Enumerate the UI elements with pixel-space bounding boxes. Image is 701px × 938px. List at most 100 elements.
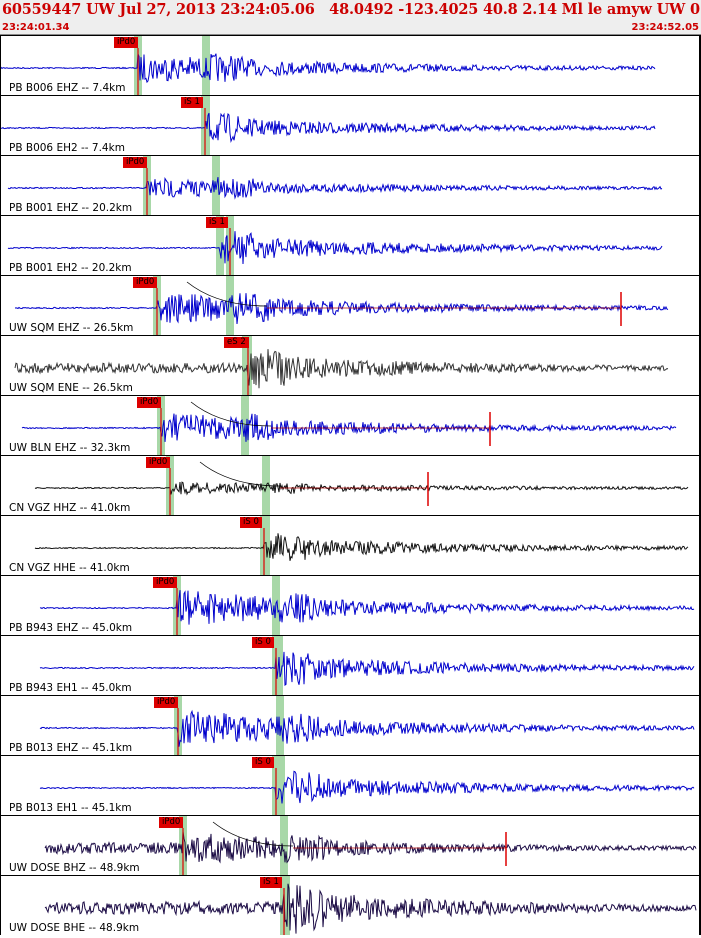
pick-label[interactable]: iS 0: [252, 757, 274, 768]
waveform-trace: [39, 770, 695, 804]
track-left-edge: [0, 276, 1, 335]
track-right-edge: [699, 816, 701, 875]
waveform-plot: [14, 336, 669, 395]
track-left-edge: [0, 396, 1, 455]
pick-label[interactable]: iPd0: [153, 577, 178, 588]
track-left-edge: [0, 96, 1, 155]
waveform-trace: [0, 112, 656, 143]
s-arrival-band: [242, 336, 250, 395]
seismogram-track[interactable]: iPd0 PB B013 EHZ -- 45.1km: [0, 695, 701, 755]
seismogram-track[interactable]: iS 0 CN VGZ HHE -- 41.0km: [0, 515, 701, 575]
track-right-edge: [699, 756, 701, 815]
station-label: UW SQM ENE -- 26.5km: [9, 382, 133, 394]
pick-label[interactable]: iPd0: [114, 37, 139, 48]
track-left-edge: [0, 456, 1, 515]
waveform-trace: [34, 533, 689, 561]
track-right-edge: [699, 576, 701, 635]
seismogram-track[interactable]: iPd0 UW DOSE BHZ -- 48.9km: [0, 815, 701, 875]
s-arrival-band: [226, 276, 234, 335]
track-right-edge: [699, 516, 701, 575]
track-left-edge: [0, 36, 1, 95]
station-label: UW DOSE BHZ -- 48.9km: [9, 862, 140, 874]
waveform-trace: [14, 349, 669, 389]
waveform-plot: [39, 696, 695, 755]
seismogram-track[interactable]: iPd0 CN VGZ HHZ -- 41.0km: [0, 455, 701, 515]
waveform-plot: [21, 396, 677, 455]
track-left-edge: [0, 756, 1, 815]
pick-label[interactable]: iS 1: [206, 217, 228, 228]
event-title: 60559447 UW Jul 27, 2013 23:24:05.06 48.…: [2, 1, 701, 18]
coda-decay-curve: [186, 281, 268, 307]
seismogram-track[interactable]: iS 1 PB B006 EH2 -- 7.4km: [0, 95, 701, 155]
waveform-trace: [21, 413, 677, 442]
pick-label[interactable]: iPd0: [133, 277, 158, 288]
pick-label[interactable]: iS 0: [240, 517, 262, 528]
track-right-edge: [699, 216, 701, 275]
station-label: PB B013 EH1 -- 45.1km: [9, 802, 132, 814]
station-label: PB B006 EH2 -- 7.4km: [9, 142, 125, 154]
pick-label[interactable]: iPd0: [137, 397, 162, 408]
event-header: 60559447 UW Jul 27, 2013 23:24:05.06 48.…: [0, 0, 701, 35]
track-right-edge: [699, 276, 701, 335]
track-right-edge: [699, 696, 701, 755]
track-right-edge: [699, 336, 701, 395]
station-label: CN VGZ HHZ -- 41.0km: [9, 502, 131, 514]
s-arrival-band: [216, 216, 224, 275]
station-label: PB B001 EHZ -- 20.2km: [9, 202, 133, 214]
seismogram-track[interactable]: iS 1 PB B001 EH2 -- 20.2km: [0, 215, 701, 275]
seismogram-track[interactable]: iPd0 PB B943 EHZ -- 45.0km: [0, 575, 701, 635]
track-right-edge: [699, 36, 701, 95]
waveform-trace: [44, 883, 697, 934]
station-label: PB B006 EHZ -- 7.4km: [9, 82, 126, 94]
track-right-edge: [699, 876, 701, 935]
s-arrival-band: [282, 876, 290, 935]
seismogram-track[interactable]: iS 0 PB B013 EH1 -- 45.1km: [0, 755, 701, 815]
track-left-edge: [0, 816, 1, 875]
track-left-edge: [0, 156, 1, 215]
waveform-trace: [39, 590, 695, 625]
waveform-plot: [44, 816, 697, 875]
seismogram-track[interactable]: iPd0 UW BLN EHZ -- 32.3km: [0, 395, 701, 455]
station-label: PB B001 EH2 -- 20.2km: [9, 262, 132, 274]
track-left-edge: [0, 516, 1, 575]
waveform-plot: [34, 456, 689, 515]
waveform-trace: [7, 177, 663, 200]
waveform-trace: [34, 481, 689, 496]
seismogram-panel[interactable]: iPd0 PB B006 EHZ -- 7.4km iS 1 PB B006 EH2 …: [0, 35, 701, 938]
station-label: PB B943 EH1 -- 45.0km: [9, 682, 132, 694]
station-label: UW DOSE BHE -- 48.9km: [9, 922, 140, 934]
track-right-edge: [699, 96, 701, 155]
waveform-trace: [0, 53, 656, 84]
pick-label[interactable]: iPd0: [159, 817, 184, 828]
seismogram-track[interactable]: iS 1 UW DOSE BHE -- 48.9km: [0, 875, 701, 935]
seismogram-track[interactable]: iPd0 PB B001 EHZ -- 20.2km: [0, 155, 701, 215]
pick-label[interactable]: iS 1: [260, 877, 282, 888]
seismogram-track[interactable]: eS 2 UW SQM ENE -- 26.5km: [0, 335, 701, 395]
pick-label[interactable]: iS 0: [252, 637, 274, 648]
station-label: CN VGZ HHE -- 41.0km: [9, 562, 130, 574]
s-arrival-band: [202, 96, 210, 155]
station-label: PB B943 EHZ -- 45.0km: [9, 622, 133, 634]
waveform-plot: [34, 516, 689, 575]
pick-label[interactable]: eS 2: [224, 337, 249, 348]
station-label: PB B013 EHZ -- 45.1km: [9, 742, 133, 754]
pick-label[interactable]: iPd0: [146, 457, 171, 468]
track-right-edge: [699, 156, 701, 215]
seismogram-track[interactable]: iPd0 PB B006 EHZ -- 7.4km: [0, 35, 701, 95]
s-arrival-band: [276, 696, 284, 755]
seismogram-track[interactable]: iS 0 PB B943 EH1 -- 45.0km: [0, 635, 701, 695]
track-right-edge: [699, 636, 701, 695]
waveform-plot: [14, 276, 669, 335]
waveform-plot: [39, 636, 695, 695]
pick-label[interactable]: iPd0: [154, 697, 179, 708]
station-label: UW BLN EHZ -- 32.3km: [9, 442, 131, 454]
waveform-plot: [0, 36, 656, 95]
waveform-trace: [39, 651, 695, 687]
pick-label[interactable]: iS 1: [181, 97, 203, 108]
track-left-edge: [0, 696, 1, 755]
track-left-edge: [0, 216, 1, 275]
seismogram-track[interactable]: iPd0 UW SQM EHZ -- 26.5km: [0, 275, 701, 335]
track-right-edge: [699, 396, 701, 455]
end-time: 23:24:52.05: [631, 22, 699, 33]
pick-label[interactable]: iPd0: [123, 157, 148, 168]
